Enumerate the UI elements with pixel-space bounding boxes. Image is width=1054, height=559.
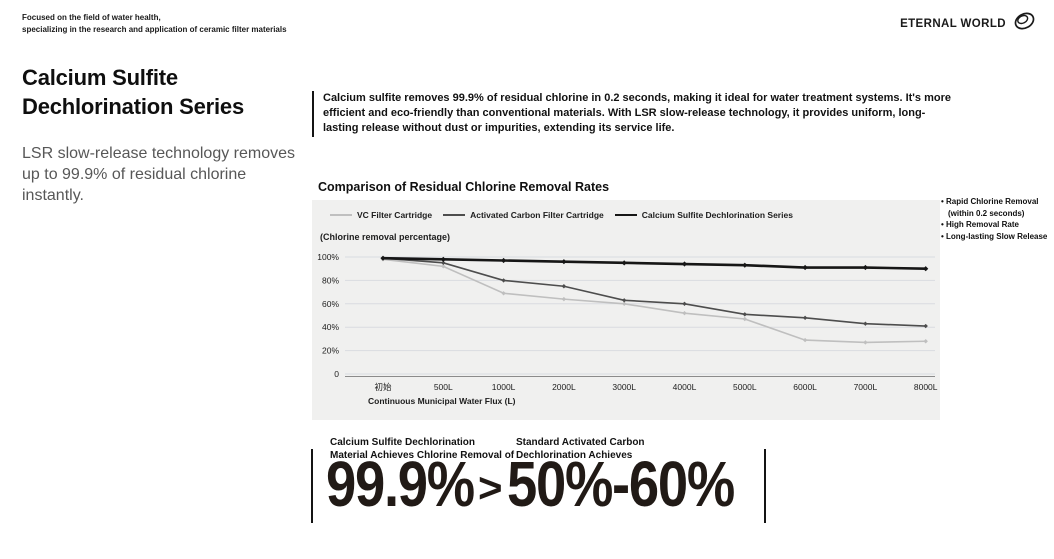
comparison-left-label-line2: Material Achieves Chlorine Removal of: [330, 450, 515, 461]
right-divider-bar: [764, 449, 766, 523]
page-title: Calcium Sulfite Dechlorination Series: [22, 64, 244, 121]
svg-text:3000L: 3000L: [612, 382, 636, 392]
legend-item: Activated Carbon Filter Cartridge: [443, 210, 604, 220]
page-title-line1: Calcium Sulfite: [22, 65, 178, 90]
comparison-right-label-line1: Standard Activated Carbon: [516, 437, 645, 448]
highlight-list: • Rapid Chlorine Removal (within 0.2 seco…: [941, 196, 1053, 242]
svg-text:60%: 60%: [322, 299, 339, 309]
svg-text:1000L: 1000L: [492, 382, 516, 392]
comparison-values: 99.9% > 50%-60%: [326, 452, 774, 516]
ring-logo-icon: [1011, 9, 1038, 38]
svg-text:6000L: 6000L: [793, 382, 817, 392]
y-axis-unit-label: (Chlorine removal percentage): [320, 232, 451, 242]
legend-label: Activated Carbon Filter Cartridge: [470, 210, 604, 220]
svg-text:5000L: 5000L: [733, 382, 757, 392]
legend-item: VC Filter Cartridge: [330, 210, 432, 220]
svg-text:100%: 100%: [317, 252, 339, 262]
comparison-left-label: Calcium Sulfite Dechlorination Material …: [330, 436, 514, 462]
comparison-right-label: Standard Activated Carbon Dechlorination…: [516, 436, 645, 462]
highlight-item: • Long-lasting Slow Release: [941, 231, 1053, 243]
svg-text:8000L: 8000L: [914, 382, 938, 392]
highlight-item: • High Removal Rate: [941, 219, 1053, 231]
left-divider-bar: [311, 449, 313, 523]
brand-name: ETERNAL WORLD: [900, 17, 1006, 30]
company-tagline: Focused on the field of water health, sp…: [22, 12, 287, 35]
svg-text:500L: 500L: [434, 382, 453, 392]
svg-text:40%: 40%: [322, 322, 339, 332]
highlight-line: (within 0.2 seconds): [948, 208, 1025, 218]
legend-label: Calcium Sulfite Dechlorination Series: [641, 210, 793, 220]
svg-text:20%: 20%: [322, 346, 339, 356]
tagline-line2: specializing in the research and applica…: [22, 24, 287, 34]
brand: ETERNAL WORLD: [900, 9, 1038, 38]
svg-text:初始: 初始: [374, 382, 392, 392]
highlight-line: • Long-lasting Slow Release: [941, 231, 1048, 241]
highlight-item: • Rapid Chlorine Removal (within 0.2 seco…: [941, 196, 1053, 219]
comparison-left-label-line1: Calcium Sulfite Dechlorination: [330, 437, 476, 448]
legend-line-swatch: [443, 214, 466, 216]
page-subtitle: LSR slow-release technology removes up t…: [22, 145, 296, 204]
legend-line-swatch: [330, 214, 352, 216]
comparison-right-value: 50%-60%: [506, 448, 735, 520]
page-title-line2: Dechlorination Series: [22, 93, 244, 119]
svg-text:2000L: 2000L: [552, 382, 576, 392]
legend-item: Calcium Sulfite Dechlorination Series: [614, 210, 793, 220]
comparison-left-value: 99.9%: [326, 448, 475, 520]
svg-text:4000L: 4000L: [673, 382, 697, 392]
legend-line-swatch: [614, 213, 637, 217]
highlight-line: • High Removal Rate: [941, 220, 1019, 230]
svg-text:0: 0: [334, 369, 339, 379]
highlight-line: • Rapid Chlorine Removal: [941, 197, 1039, 206]
tagline-line1: Focused on the field of water health,: [22, 13, 161, 22]
chart-panel: 100% 80% 60% 40% 20% 0 初始 500L 1000L 2000L 3000L 40…: [312, 200, 940, 420]
greater-than-sign: >: [477, 464, 503, 511]
chart-plot: 100% 80% 60% 40% 20% 0 初始 500L 1000L 2000L 3000L 40…: [317, 252, 938, 392]
comparison-right-label-line2: Dechlorination Achieves: [516, 450, 633, 461]
chart-title: Comparison of Residual Chlorine Removal …: [318, 180, 610, 194]
description-paragraph: Calcium sulfite removes 99.9% of residua…: [312, 91, 955, 137]
svg-text:80%: 80%: [322, 275, 339, 285]
svg-text:7000L: 7000L: [854, 382, 878, 392]
legend-label: VC Filter Cartridge: [357, 210, 433, 220]
x-axis-title: Continuous Municipal Water Flux (L): [368, 396, 516, 406]
chart-legend: VC Filter Cartridge Activated Carbon Filt…: [330, 210, 793, 220]
